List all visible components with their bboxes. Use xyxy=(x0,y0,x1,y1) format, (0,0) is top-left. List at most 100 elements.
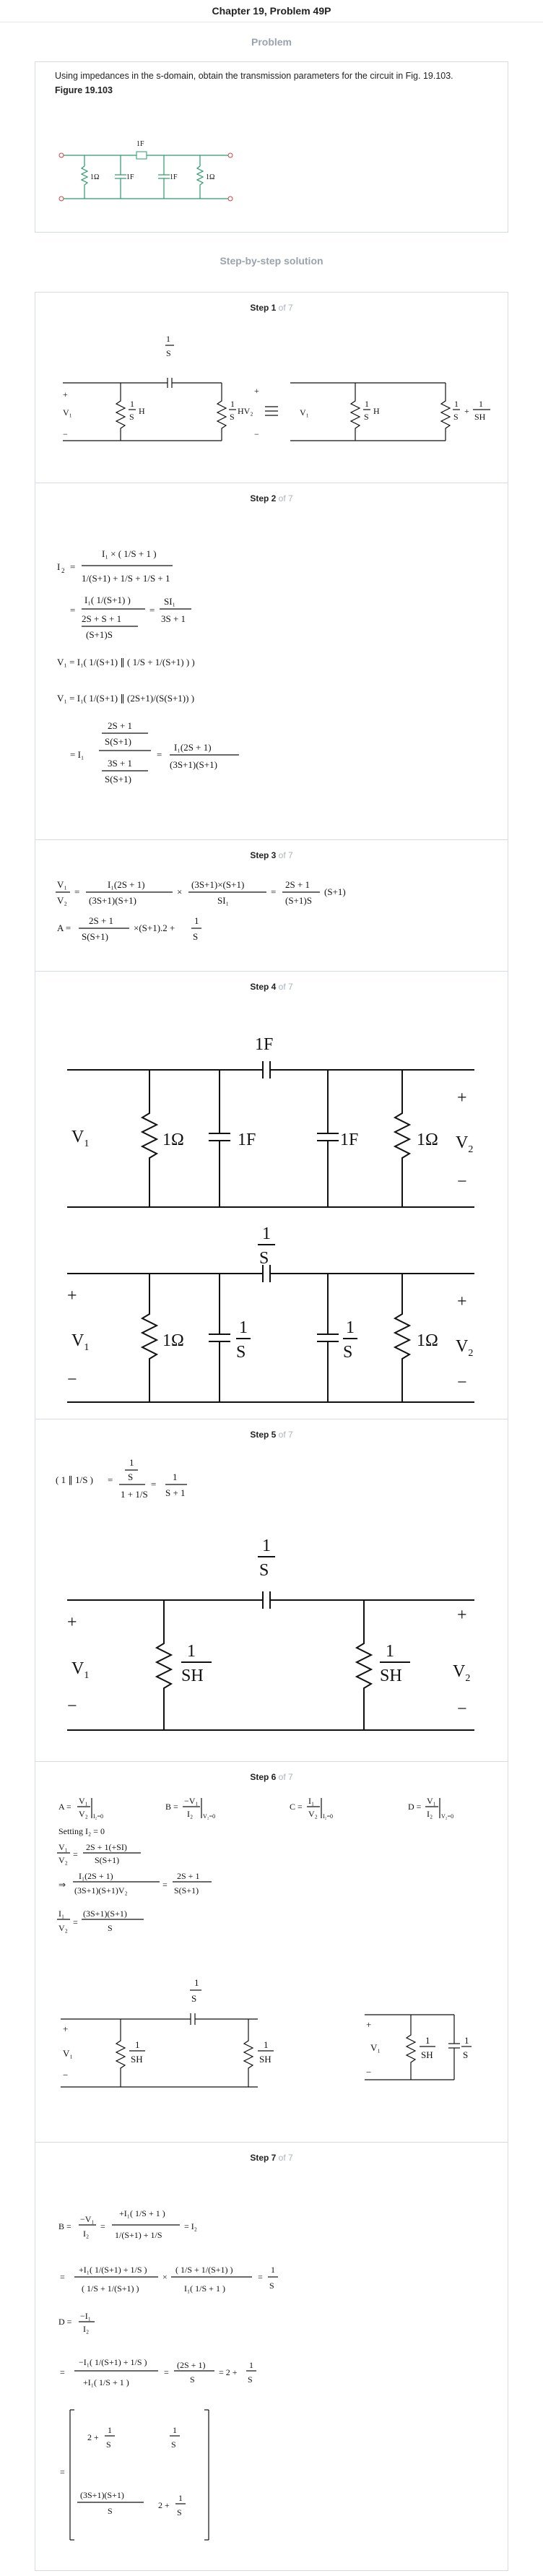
fig-c2-label: 1F xyxy=(170,173,178,181)
svg-text:1: 1 xyxy=(178,2493,183,2503)
svg-text:I: I xyxy=(57,561,60,572)
svg-text:V2: V2 xyxy=(456,1133,473,1155)
svg-text:V1: V1 xyxy=(71,1659,89,1681)
step-4: Step 4 of 7 xyxy=(35,971,508,1419)
svg-text:+: + xyxy=(67,1613,77,1632)
step-5-math: ( 1 ∥ 1/S ) = 1 S 1 + 1/S = 1 S + 1 xyxy=(56,1457,187,1500)
svg-text:=: = xyxy=(73,1917,78,1927)
svg-text:S: S xyxy=(166,348,171,358)
svg-text:I₁: I₁ xyxy=(308,1796,314,1806)
step-7-math: B = −V₁ I₂ = +I₁( 1/S + 1 ) 1/(S+1) + 1/S… xyxy=(58,2208,278,2541)
svg-text:V₁: V₁ xyxy=(57,879,67,890)
step-3: Step 3 of 7 V₁ V₂ = I₁(2S + 1) (3S+1)(S+1)… xyxy=(35,839,508,971)
svg-text:1: 1 xyxy=(425,2035,430,2046)
svg-text:1: 1 xyxy=(464,2035,469,2046)
svg-text:( 1/S + 1/(S+1) ): ( 1/S + 1/(S+1) ) xyxy=(175,2265,233,2275)
step-5: Step 5 of 7 ( 1 ∥ 1/S ) = 1 S 1 + 1/S = 1… xyxy=(35,1419,508,1761)
svg-text:+: + xyxy=(67,1287,77,1305)
svg-text:V2: V2 xyxy=(453,1662,470,1684)
svg-text:2S + S + 1: 2S + S + 1 xyxy=(82,613,121,624)
svg-text:=: = xyxy=(108,1474,113,1485)
fig-c1-label: 1F xyxy=(126,173,134,181)
svg-text:(S+1)S: (S+1)S xyxy=(86,629,113,640)
svg-text:1: 1 xyxy=(135,2039,140,2050)
svg-text:V₁: V₁ xyxy=(58,1842,68,1852)
svg-text:I₂: I₂ xyxy=(427,1809,433,1819)
svg-text:+: + xyxy=(457,1292,467,1311)
svg-text:1: 1 xyxy=(239,1318,248,1337)
svg-text:+: + xyxy=(457,1606,467,1625)
svg-text:I₁(2S + 1): I₁(2S + 1) xyxy=(79,1871,113,1881)
s4-r1-label: 1Ω xyxy=(162,1131,184,1149)
svg-text:1 + 1/S: 1 + 1/S xyxy=(121,1489,148,1500)
step-5-of: of 7 xyxy=(278,1430,293,1440)
svg-text:+I₁( 1/(S+1) + 1/S ): +I₁( 1/(S+1) + 1/S ) xyxy=(79,2265,147,2275)
svg-text:A =: A = xyxy=(58,1802,71,1812)
step-5-circuit: 1 S + V1 − 1 SH 1 SH + V2 − xyxy=(58,1536,483,1734)
step-6: Step 6 of 7 A = V₁ V₂ I₂=0 B = −V₁ I₂ V₂=0 C =… xyxy=(35,1761,508,2142)
step-4-label: Step 4 xyxy=(250,982,277,992)
svg-text:S: S xyxy=(190,2374,195,2385)
svg-text:V₁: V₁ xyxy=(370,2042,381,2053)
svg-text:V2: V2 xyxy=(456,1337,473,1359)
svg-text:2S + 1: 2S + 1 xyxy=(108,720,132,731)
svg-text:S: S xyxy=(177,2507,182,2517)
svg-text:1: 1 xyxy=(365,399,369,409)
svg-text:−: − xyxy=(63,2070,68,2080)
step-6-math: A = V₁ V₂ I₂=0 B = −V₁ I₂ V₂=0 C = I₁ V₂ I₂=0 D =… xyxy=(57,1796,453,1933)
svg-text:1: 1 xyxy=(346,1318,355,1337)
svg-text:1: 1 xyxy=(262,1224,271,1243)
step-4-of: of 7 xyxy=(278,982,293,992)
svg-text:V₁: V₁ xyxy=(79,1796,88,1806)
svg-text:=: = xyxy=(258,2272,263,2282)
svg-text:1: 1 xyxy=(264,2039,269,2050)
svg-text:=: = xyxy=(60,2272,65,2282)
svg-text:S: S xyxy=(259,1561,269,1580)
svg-text:=: = xyxy=(70,605,75,615)
svg-text:+: + xyxy=(63,2023,68,2034)
svg-text:I₂=0: I₂=0 xyxy=(93,1813,103,1820)
svg-text:I₁(2S + 1): I₁(2S + 1) xyxy=(108,879,145,890)
step-2: Step 2 of 7 I 2 = I₁ × ( 1/S + 1 ) 1/(S+1)… xyxy=(35,483,508,839)
svg-text:+I₁( 1/S + 1 ): +I₁( 1/S + 1 ) xyxy=(83,2377,129,2387)
svg-text:S(S+1): S(S+1) xyxy=(105,774,131,785)
svg-text:I₁(2S + 1): I₁(2S + 1) xyxy=(174,742,212,753)
svg-text:2: 2 xyxy=(61,567,65,574)
svg-text:2S + 1: 2S + 1 xyxy=(177,1871,199,1881)
svg-text:A =: A = xyxy=(57,922,71,933)
svg-text:(3S+1)(S+1): (3S+1)(S+1) xyxy=(89,895,136,906)
svg-text:S: S xyxy=(171,2439,176,2450)
svg-text:S(S+1): S(S+1) xyxy=(105,736,131,747)
svg-text:+: + xyxy=(366,2019,371,2030)
svg-text:S: S xyxy=(453,412,459,422)
svg-text:=: = xyxy=(60,2467,65,2477)
svg-text:−I₁( 1/(S+1) + 1/S ): −I₁( 1/(S+1) + 1/S ) xyxy=(79,2357,147,2367)
svg-text:(2S + 1): (2S + 1) xyxy=(177,2360,205,2370)
svg-text:+: + xyxy=(63,389,68,399)
s4-c2-label: 1F xyxy=(340,1131,358,1149)
svg-text:2S + 1: 2S + 1 xyxy=(89,915,113,926)
svg-text:D =: D = xyxy=(58,2317,72,2327)
svg-text:S: S xyxy=(108,2506,113,2516)
svg-text:S: S xyxy=(128,1471,133,1482)
svg-text:=: = xyxy=(100,2221,105,2231)
svg-text:I₂=0: I₂=0 xyxy=(323,1813,333,1820)
step-7-label: Step 7 xyxy=(250,2153,277,2163)
svg-text:SI₁: SI₁ xyxy=(217,895,229,906)
svg-text:= I₁: = I₁ xyxy=(70,749,84,760)
svg-text:⇒: ⇒ xyxy=(58,1880,66,1890)
svg-text:=: = xyxy=(157,749,162,760)
svg-text:V1: V1 xyxy=(71,1128,89,1149)
svg-text:(S+1)S: (S+1)S xyxy=(285,895,312,906)
problem-label: Problem xyxy=(251,36,292,48)
svg-text:= 2 +: = 2 + xyxy=(219,2367,238,2377)
svg-text:V₂: V₂ xyxy=(58,1855,68,1865)
svg-text:I₂: I₂ xyxy=(83,2324,89,2334)
svg-text:SH: SH xyxy=(181,1667,204,1685)
svg-text:S: S xyxy=(230,412,235,422)
svg-text:+: + xyxy=(254,386,259,396)
svg-text:1Ω: 1Ω xyxy=(417,1331,438,1350)
svg-text:S: S xyxy=(259,1249,269,1268)
svg-text:V₁ = I₁( 1/(S+1) ∥ (2S+1)/(S(S: V₁ = I₁( 1/(S+1) ∥ (2S+1)/(S(S+1)) ) xyxy=(57,693,194,704)
svg-text:SH: SH xyxy=(259,2054,272,2065)
